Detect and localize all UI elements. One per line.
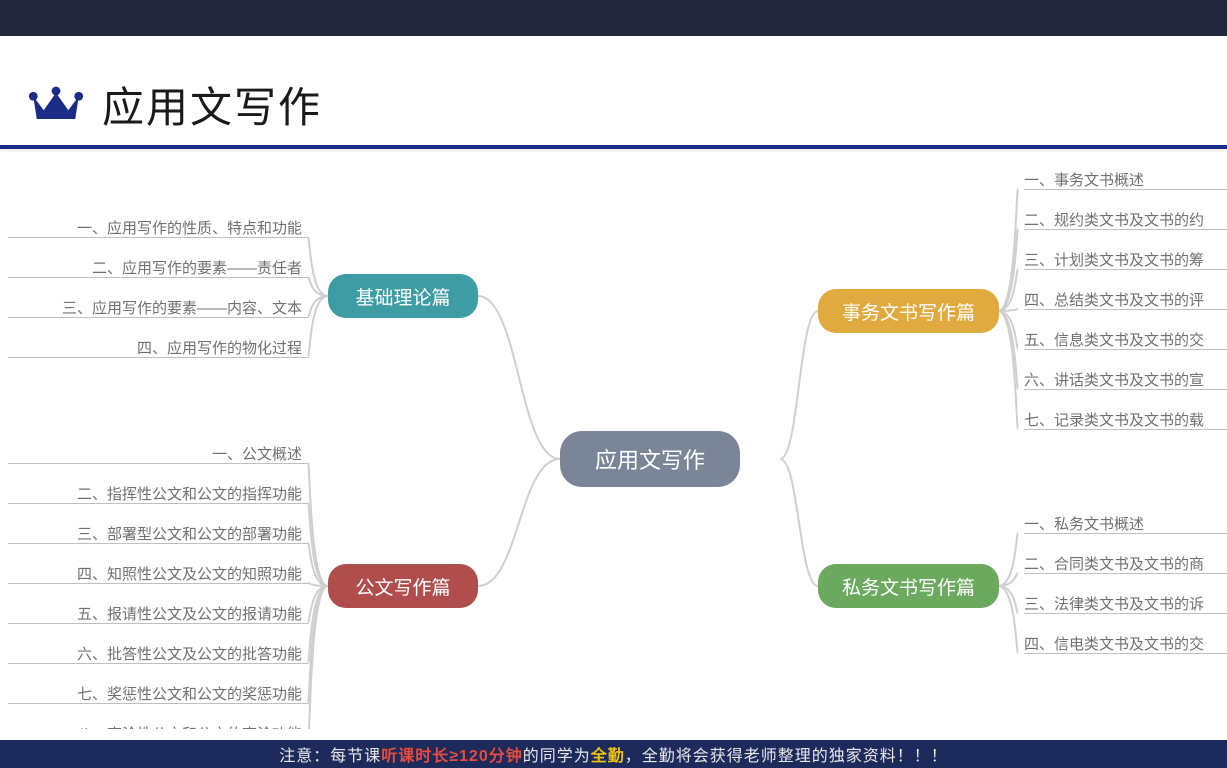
leaf-underline xyxy=(1024,349,1227,350)
leaf-underline xyxy=(8,703,308,704)
leaf-underline xyxy=(1024,573,1227,574)
leaf-underline xyxy=(8,663,308,664)
leaf-official-5: 六、批答性公文及公文的批答功能 xyxy=(77,643,302,664)
leaf-underline xyxy=(1024,653,1227,654)
footer-prefix: 注意：每节课 xyxy=(279,742,381,766)
branch-node-official: 公文写作篇 xyxy=(328,564,478,608)
page-title: 应用文写作 xyxy=(102,74,322,135)
leaf-business-0: 一、事务文书概述 xyxy=(1024,169,1144,190)
leaf-private-0: 一、私务文书概述 xyxy=(1024,513,1144,534)
leaf-basic-3: 四、应用写作的物化过程 xyxy=(137,337,302,358)
leaf-business-3: 四、总结类文书及文书的评 xyxy=(1024,289,1204,310)
leaf-underline xyxy=(1024,533,1227,534)
title-row: 应用文写作 xyxy=(0,74,1227,135)
leaf-underline xyxy=(8,237,308,238)
window-topbar xyxy=(0,0,1227,36)
leaf-underline xyxy=(1024,429,1227,430)
leaf-underline xyxy=(1024,189,1227,190)
footer-mid: 的同学为 xyxy=(523,742,591,766)
leaf-underline xyxy=(8,277,308,278)
leaf-underline xyxy=(1024,389,1227,390)
footer-banner: 注意：每节课 听课时长≥120分钟 的同学为 全勤 ，全勤将会获得老师整理的独家… xyxy=(0,740,1227,768)
mindmap-canvas: 应用文写作基础理论篇一、应用写作的性质、特点和功能二、应用写作的要素——责任者三… xyxy=(0,149,1227,729)
leaf-underline xyxy=(1024,309,1227,310)
leaf-private-2: 三、法律类文书及文书的诉 xyxy=(1024,593,1204,614)
leaf-underline xyxy=(1024,613,1227,614)
leaf-underline xyxy=(8,317,308,318)
footer-highlight-2: 全勤 xyxy=(591,742,625,766)
leaf-underline xyxy=(8,583,308,584)
leaf-business-6: 七、记录类文书及文书的载 xyxy=(1024,409,1204,430)
leaf-underline xyxy=(8,543,308,544)
leaf-business-1: 二、规约类文书及文书的约 xyxy=(1024,209,1204,230)
footer-highlight-1: 听课时长≥120分钟 xyxy=(381,742,522,766)
leaf-official-0: 一、公文概述 xyxy=(212,443,302,464)
leaf-basic-2: 三、应用写作的要素——内容、文本 xyxy=(62,297,302,318)
leaf-business-5: 六、讲话类文书及文书的宣 xyxy=(1024,369,1204,390)
leaf-official-3: 四、知照性公文及公文的知照功能 xyxy=(77,563,302,584)
leaf-underline xyxy=(8,463,308,464)
leaf-basic-0: 一、应用写作的性质、特点和功能 xyxy=(77,217,302,238)
branch-node-basic: 基础理论篇 xyxy=(328,274,478,318)
leaf-private-1: 二、合同类文书及文书的商 xyxy=(1024,553,1204,574)
leaf-underline xyxy=(1024,269,1227,270)
branch-node-private: 私务文书写作篇 xyxy=(818,564,999,608)
leaf-business-2: 三、计划类文书及文书的筹 xyxy=(1024,249,1204,270)
leaf-basic-1: 二、应用写作的要素——责任者 xyxy=(92,257,302,278)
leaf-underline xyxy=(8,503,308,504)
leaf-official-1: 二、指挥性公文和公文的指挥功能 xyxy=(77,483,302,504)
leaf-official-2: 三、部署型公文和公文的部署功能 xyxy=(77,523,302,544)
leaf-private-3: 四、信电类文书及文书的交 xyxy=(1024,633,1204,654)
leaf-official-6: 七、奖惩性公文和公文的奖惩功能 xyxy=(77,683,302,704)
center-node: 应用文写作 xyxy=(560,431,740,487)
leaf-underline xyxy=(1024,229,1227,230)
branch-node-business: 事务文书写作篇 xyxy=(818,289,999,333)
leaf-official-4: 五、报请性公文及公文的报请功能 xyxy=(77,603,302,624)
leaf-official-7: 八、商洽性公文和公文的商洽功能 xyxy=(77,723,302,729)
footer-suffix: ，全勤将会获得老师整理的独家资料！！！ xyxy=(625,742,948,766)
leaf-underline xyxy=(8,623,308,624)
leaf-underline xyxy=(8,357,308,358)
slide-page: 应用文写作 应用文写作基础理论篇一、应用写作的性质、特点和功能二、应用写作的要素… xyxy=(0,36,1227,768)
leaf-business-4: 五、信息类文书及文书的交 xyxy=(1024,329,1204,350)
crown-icon xyxy=(28,83,84,127)
